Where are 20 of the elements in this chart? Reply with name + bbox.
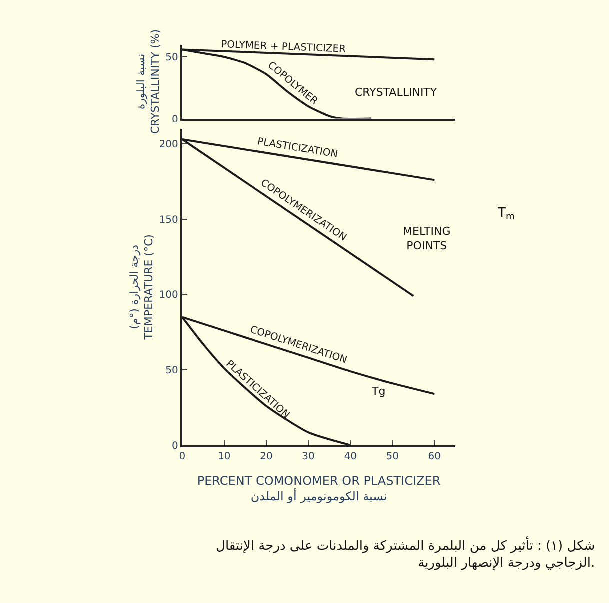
annotation: Tg [371, 385, 386, 398]
x-tick-label: 20 [260, 451, 273, 462]
text: T$_{m}$ [497, 206, 515, 223]
annotation: CRYSTALLINITY [355, 86, 438, 99]
x-tick-label: 0 [179, 451, 186, 462]
x-tick-label: 60 [428, 451, 442, 462]
x-tick-label: 10 [218, 451, 231, 462]
y-tick-label: 100 [159, 290, 178, 302]
y-tick-label: 0 [172, 114, 178, 126]
x-tick-label: 50 [386, 451, 399, 462]
annotation: MELTING POINTS [403, 225, 451, 252]
series-label: POLYMER + PLASTICIZER [220, 40, 346, 56]
text: شكل (١) : تأثير كل من البلمرة المشتركة والملدنات على درجة الإنتقال الزجاجي ودرجة الإنصهار البلورية. [216, 536, 596, 571]
y-tick-label: 150 [159, 214, 178, 226]
y-tick-label: 0 [172, 440, 178, 452]
x-tick-label: 30 [302, 451, 315, 462]
y-tick-label: 50 [166, 366, 178, 377]
x-tick-label: 40 [344, 451, 357, 462]
y-tick-label: 50 [166, 52, 178, 64]
y-tick-label: 200 [159, 140, 178, 151]
